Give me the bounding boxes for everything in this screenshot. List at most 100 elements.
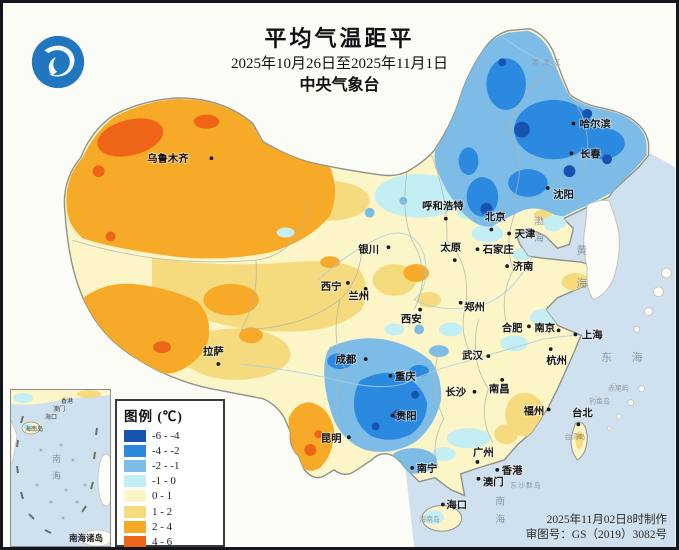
korea-peninsula: [583, 199, 620, 301]
agency-name: 中央气象台: [299, 77, 380, 95]
city-label: 台北: [572, 406, 593, 419]
inset-mini-label: 海南岛: [25, 425, 43, 433]
city-label: 广州: [473, 446, 494, 459]
offshore-islands: [596, 267, 672, 431]
legend-range-label: -4 - -2: [152, 444, 180, 457]
legend-range-label: -1 - 0: [152, 475, 176, 488]
legend-title: 图例 (℃): [124, 409, 183, 424]
city-label: 海口: [446, 498, 467, 511]
city-label: 武汉: [462, 349, 483, 362]
city-marker: [452, 258, 457, 263]
page-title: 平均气温距平: [264, 26, 415, 51]
date-range: 2025年10月26日至2025年11月1日: [231, 55, 448, 72]
legend-swatch: [124, 429, 146, 442]
city-marker: [472, 389, 477, 394]
legend-row: 4 - 6: [124, 534, 216, 548]
sea-label: 东沙群岛: [510, 481, 542, 490]
legend-row: -2 - -1: [124, 458, 216, 473]
city-label: 昆明: [321, 433, 342, 445]
city-marker: [418, 307, 422, 312]
city-label: 成都: [336, 353, 357, 366]
city-label: 郑州: [464, 301, 485, 314]
city-label: 长沙: [445, 386, 466, 399]
legend-row: 2 - 4: [124, 519, 216, 534]
city-label: 香港: [502, 464, 523, 477]
legend-row: -4 - -2: [124, 443, 216, 458]
sea-label: 渤海: [534, 215, 544, 245]
city-label: 拉萨: [203, 345, 224, 358]
legend-swatch: [124, 490, 146, 503]
city-marker: [500, 377, 505, 382]
city-marker: [573, 332, 578, 337]
credits: 2025年11月02日8时制作 审图号：GS（2019）3082号: [526, 513, 667, 543]
legend-range-label: 2 - 4: [152, 520, 173, 533]
cma-logo-icon: [31, 35, 85, 89]
city-label: 澳门: [483, 476, 504, 489]
city-label: 长春: [580, 147, 601, 160]
inset-mini-label: 澳门: [53, 405, 65, 413]
legend-swatch: [124, 535, 146, 547]
city-marker: [486, 354, 491, 358]
legend-swatch: [124, 444, 146, 457]
credit-approval-number: 审图号：GS（2019）3082号: [525, 529, 667, 541]
province-borders: [72, 63, 588, 469]
city-marker: [390, 413, 395, 418]
city-label: 重庆: [395, 370, 416, 383]
city-marker: [410, 465, 415, 470]
city-marker: [388, 374, 393, 378]
inset-sea-label: 南海: [52, 453, 61, 481]
city-label: 银川: [358, 243, 379, 256]
inset-mini-label: 香港: [61, 397, 73, 405]
legend-row: 0 - 1: [124, 489, 216, 504]
city-marker: [475, 247, 480, 252]
taiwan-island: [570, 421, 588, 461]
legend-range-label: -2 - -1: [152, 459, 180, 472]
city-label: 贵阳: [396, 409, 417, 422]
legend-range-label: -6 - -4: [152, 429, 180, 442]
city-marker: [545, 186, 550, 190]
city-label: 石家庄: [482, 243, 515, 256]
city-label: 乌鲁木齐: [147, 152, 189, 165]
legend-range-label: 4 - 6: [152, 535, 173, 548]
city-label: 合肥: [501, 321, 523, 334]
city-marker: [347, 435, 351, 440]
inset-title: 南海诸岛: [69, 533, 103, 543]
city-marker: [527, 324, 531, 329]
anomaly-regions: [66, 30, 647, 474]
city-marker: [475, 460, 480, 464]
city-label: 呼和浩特: [422, 200, 464, 213]
legend-swatch: [124, 475, 146, 488]
city-marker: [505, 264, 510, 268]
city-marker: [386, 245, 391, 250]
city-label: 南宁: [417, 462, 438, 475]
city-label: 杭州: [546, 354, 567, 367]
city-label: 上海: [582, 328, 603, 341]
city-label: 南昌: [489, 383, 510, 396]
city-marker: [346, 281, 350, 285]
legend-row: 1 - 2: [124, 504, 216, 519]
city-marker: [458, 300, 463, 305]
sea-label: 台湾岛: [565, 432, 586, 441]
city-marker: [569, 151, 574, 156]
legend-entries: -6 - -4 -4 - -2 -2 - -1 -1 - 0 0 - 1 1 - 2 2 -…: [124, 428, 216, 548]
legend-swatch: [124, 459, 146, 472]
legend-range-label: 0 - 1: [152, 490, 173, 503]
sea-label: 南海: [495, 494, 505, 525]
south-china-sea-inset: 香港 澳门 海口 海南岛 南海 南海诸岛: [10, 389, 115, 547]
legend: 图例 (℃) -6 - -4 -4 - -2 -2 - -1 -1 - 0 0 - 1 1…: [115, 399, 225, 547]
city-marker: [556, 328, 561, 333]
sea-label: 黑龙江: [532, 57, 565, 66]
city-label: 济南: [513, 260, 534, 273]
legend-swatch: [124, 505, 146, 518]
nine-dash-line: [16, 415, 98, 534]
city-marker: [489, 227, 494, 232]
city-marker: [363, 357, 368, 361]
city-marker: [507, 231, 512, 236]
city-marker: [546, 407, 551, 412]
credit-produced: 2025年11月02日8时制作: [546, 514, 667, 526]
city-marker: [363, 286, 368, 291]
